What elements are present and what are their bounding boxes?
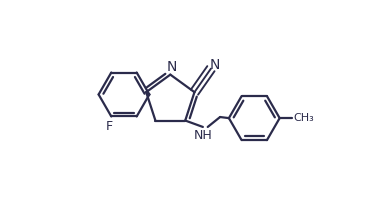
Text: CH₃: CH₃ [293,113,313,123]
Text: F: F [106,120,113,133]
Text: N: N [166,60,176,74]
Text: N: N [210,58,220,72]
Text: NH: NH [194,129,213,142]
